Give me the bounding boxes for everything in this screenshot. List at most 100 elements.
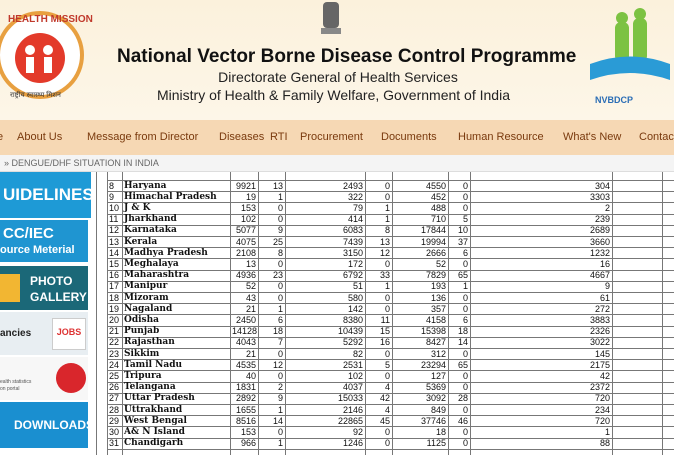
cell: 312 <box>430 348 446 359</box>
cell: 19994 <box>420 236 446 247</box>
cell: 2372 <box>589 382 610 393</box>
cell: 102 <box>347 370 363 381</box>
cell: 11 <box>380 314 390 325</box>
cell: 0 <box>462 426 468 437</box>
cell: 33 <box>379 270 390 281</box>
cell: 136 <box>430 292 446 303</box>
cell: 6 <box>462 314 468 325</box>
row-line <box>107 180 674 181</box>
cell: 22865 <box>337 415 363 426</box>
cell: 9 <box>277 225 283 236</box>
cell: 92 <box>352 426 363 437</box>
state-cell: Tripura <box>124 370 162 381</box>
health-label: ealth statistics <box>0 379 32 385</box>
cell: 8427 <box>425 337 446 348</box>
cell: 15 <box>109 258 120 269</box>
cell: 0 <box>384 438 390 449</box>
cell: 239 <box>594 214 610 225</box>
cell: 27 <box>109 393 120 404</box>
cell: 30 <box>109 426 120 437</box>
row-line <box>107 269 674 271</box>
cell: 46 <box>457 415 468 426</box>
row-line <box>107 336 674 338</box>
cell: 6083 <box>342 225 363 236</box>
nav-item[interactable]: About Us <box>17 131 63 143</box>
cell: 18 <box>435 426 446 437</box>
cell: 0 <box>462 180 468 191</box>
cell: 51 <box>352 281 363 292</box>
cell: 1 <box>277 404 283 415</box>
cell: 0 <box>462 292 468 303</box>
photo-btn[interactable]: PHOTO GALLERY <box>0 266 88 310</box>
cell: 142 <box>347 303 363 314</box>
downloads-btn[interactable]: DOWNLOADS <box>0 402 94 448</box>
cell: 14 <box>272 415 283 426</box>
nav-item[interactable]: Diseases <box>219 131 265 143</box>
cell: 0 <box>384 426 390 437</box>
breadcrumb: » DENGUE/DHF SITUATION IN INDIA <box>0 155 674 172</box>
nav-item[interactable]: Contact <box>639 131 674 143</box>
cell: 0 <box>277 202 283 213</box>
cell: 12 <box>379 247 390 258</box>
bcc-label: CC/IEC <box>3 225 54 242</box>
row-line <box>107 348 674 349</box>
cell: 31 <box>109 438 120 449</box>
nav-item[interactable]: What's New <box>563 131 622 143</box>
cell: 0 <box>462 382 468 393</box>
state-cell: Uttrakhand <box>124 404 183 415</box>
cell: 3303 <box>589 191 610 202</box>
col-line <box>107 172 108 455</box>
cell: 3660 <box>589 236 610 247</box>
state-cell: West Bengal <box>124 415 187 426</box>
nav-item[interactable]: Human Resource <box>458 131 544 143</box>
subtitle-2: Ministry of Health & Family Welfare, Gov… <box>157 87 510 103</box>
state-cell: Punjab <box>124 326 160 337</box>
col-line <box>285 172 286 455</box>
nav-item[interactable]: RTI <box>270 131 288 143</box>
nhm-logo: HEALTH MISSION राष्ट्रीय स्वास्थ्य मिशन <box>0 11 93 99</box>
cell: 0 <box>277 292 283 303</box>
cell: 16 <box>109 270 120 281</box>
cell: 1232 <box>589 247 610 258</box>
cell: 0 <box>384 292 390 303</box>
col-line <box>612 172 613 455</box>
bcc-btn[interactable]: CC/IEC ource Meterial <box>0 220 88 262</box>
cell: 966 <box>240 438 256 449</box>
state-cell: Meghalaya <box>124 258 179 269</box>
cell: 0 <box>277 426 283 437</box>
cell: 13 <box>245 258 256 269</box>
row-line <box>107 359 674 361</box>
nav-item[interactable]: e <box>0 131 4 143</box>
nav-item[interactable]: Documents <box>381 131 437 143</box>
cell: 19 <box>245 191 256 202</box>
photo-label: PHOTO <box>30 274 73 288</box>
cell: 488 <box>430 202 446 213</box>
cell: 0 <box>277 214 283 225</box>
cell: 10 <box>457 225 468 236</box>
health-btn[interactable]: ealth statistics on portal <box>0 357 88 400</box>
cell: 21 <box>245 348 256 359</box>
cell: 18 <box>457 326 468 337</box>
state-cell: Uttar Pradesh <box>124 393 195 404</box>
cell: 720 <box>594 415 610 426</box>
cell: 7 <box>277 337 283 348</box>
cell: 2531 <box>342 359 363 370</box>
vacancies-btn[interactable]: ancies JOBS <box>0 312 88 355</box>
health-label-2: on portal <box>0 386 20 392</box>
guidelines-btn[interactable]: UIDELINES <box>0 172 94 218</box>
nav-item[interactable]: Message from Director <box>87 131 199 143</box>
subtitle-1: Directorate General of Health Services <box>218 69 458 85</box>
nav-item[interactable]: Procurement <box>300 131 363 143</box>
cell: 1246 <box>342 438 363 449</box>
cell: 82 <box>352 348 363 359</box>
cell: 12 <box>272 359 283 370</box>
cell: 0 <box>384 348 390 359</box>
col-line <box>258 172 259 455</box>
row-line <box>107 303 674 305</box>
cell: 15 <box>379 326 390 337</box>
cell: 2892 <box>235 393 256 404</box>
row-line <box>107 437 674 439</box>
cell: 193 <box>430 281 446 292</box>
cell: 1 <box>462 281 468 292</box>
